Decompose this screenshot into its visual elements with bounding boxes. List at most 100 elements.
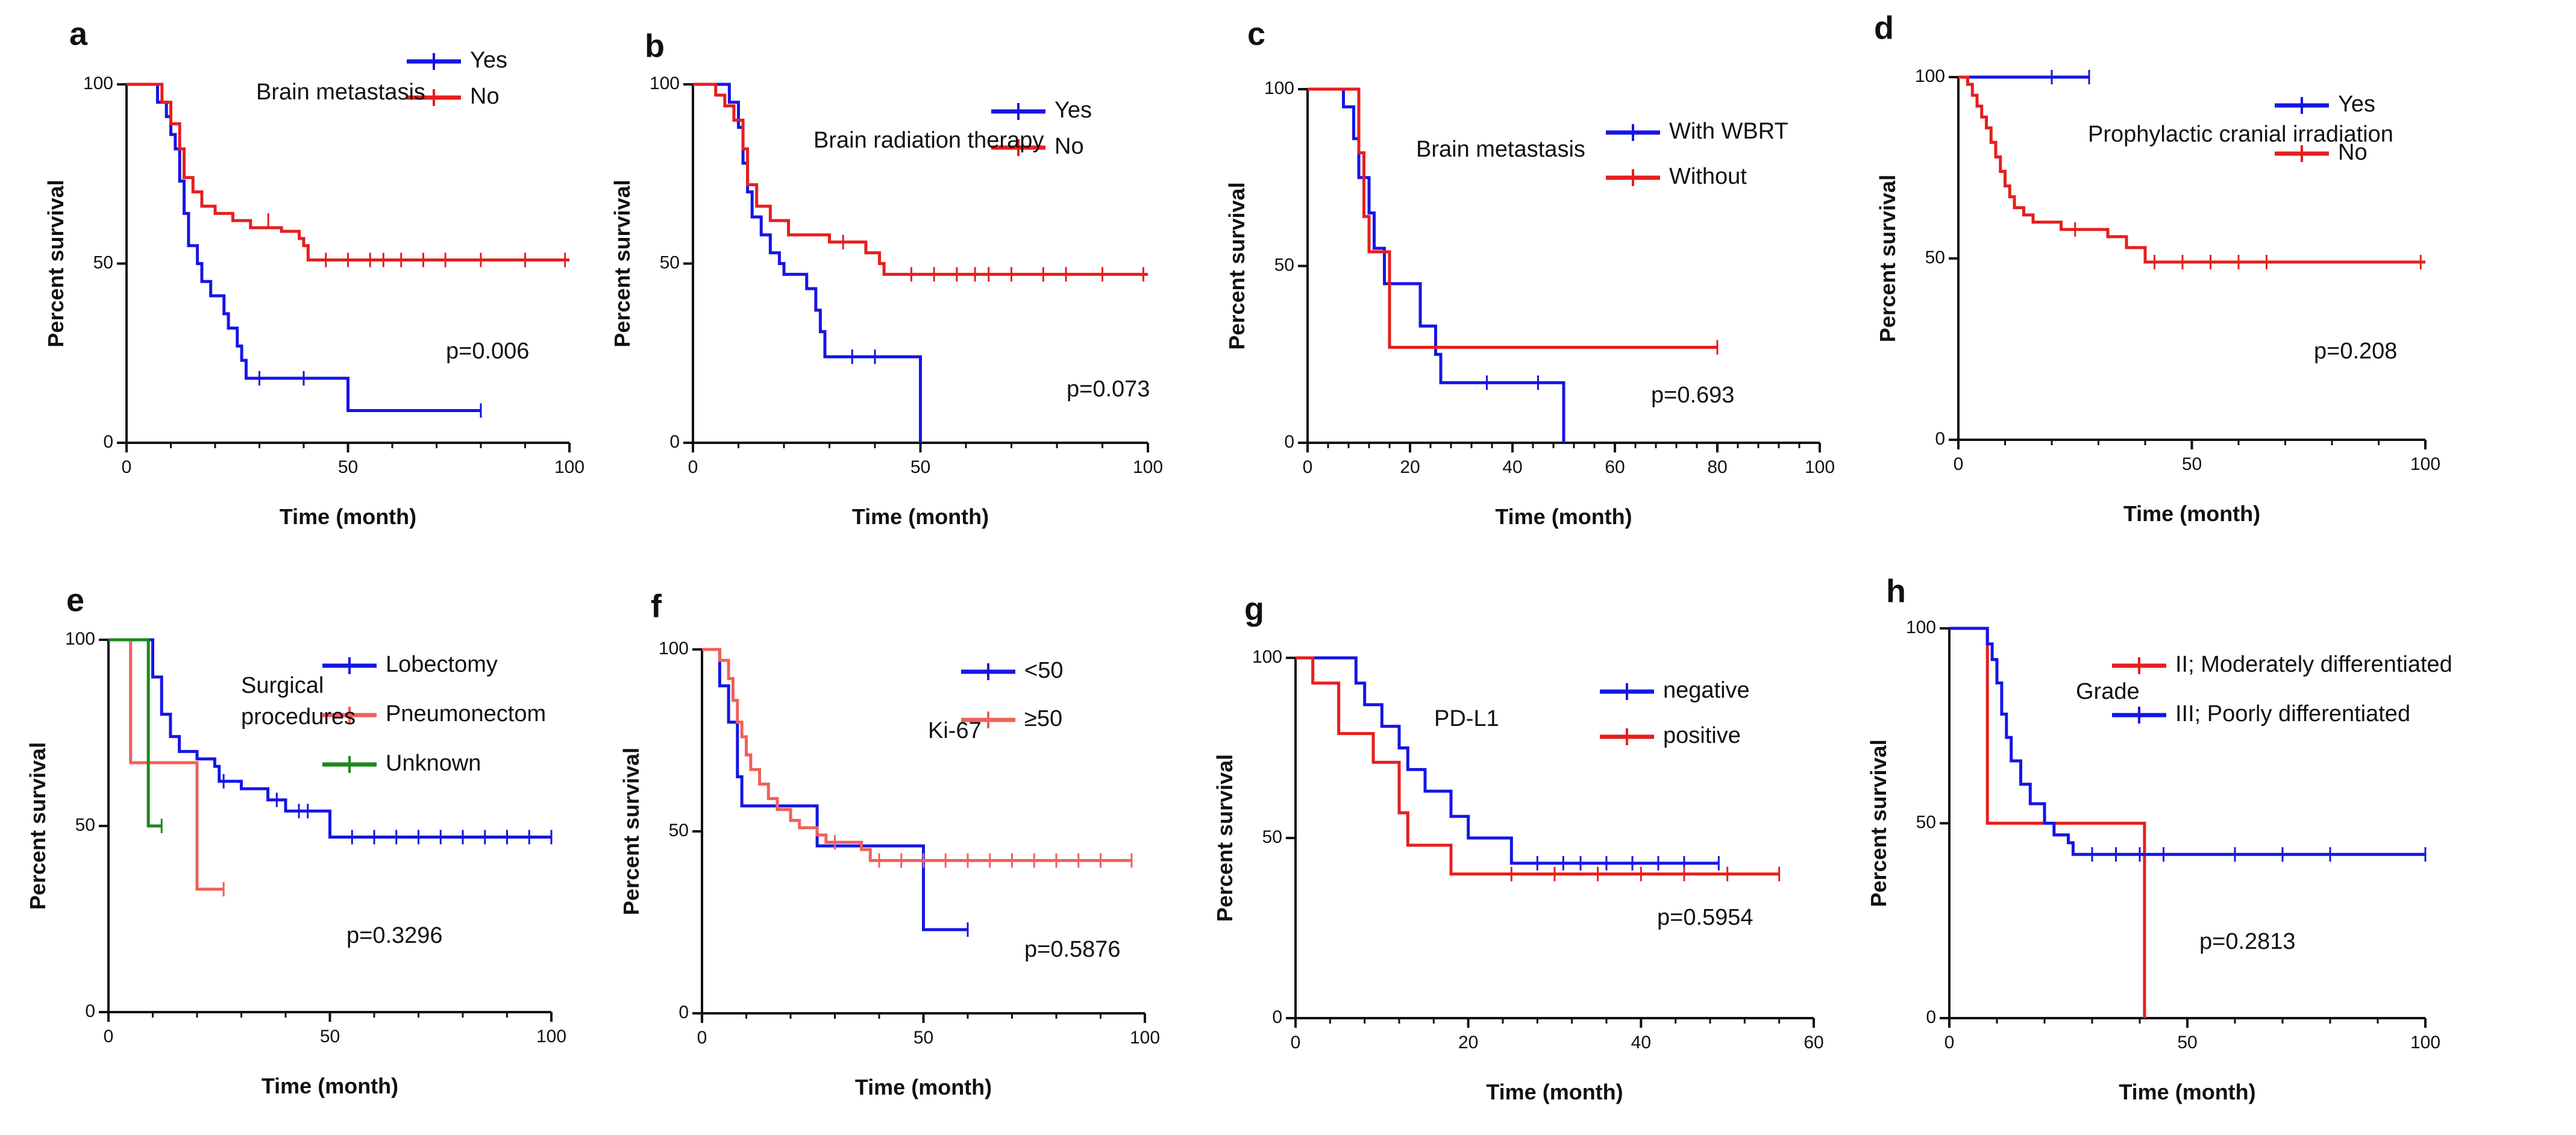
y-tick-label: 50 xyxy=(1925,248,1945,267)
y-tick-label: 50 xyxy=(1262,827,1282,847)
series-line-3 xyxy=(108,638,162,828)
chart-title: PD-L1 xyxy=(1434,706,1499,731)
series-line-2 xyxy=(702,648,1132,862)
chart-panel-d: d 0 50 100 0 50 100 Time (month) Percent surviva… xyxy=(1874,10,2440,526)
panel-letter: d xyxy=(1874,10,1894,46)
y-tick-label: 100 xyxy=(650,73,680,93)
y-axis-title: Percent survival xyxy=(1224,182,1249,349)
series-line-2 xyxy=(1308,87,1717,349)
y-axis-title: Percent survival xyxy=(610,180,635,347)
y-tick-label: 50 xyxy=(1274,255,1294,275)
y-axis-title: Percent survival xyxy=(1212,754,1237,922)
y-axis-title: Percent survival xyxy=(1866,739,1891,907)
y-tick-label: 50 xyxy=(93,252,113,272)
chart-panel-f: f 0 50 100 0 50 100 Time (month) Percent surviva… xyxy=(619,588,1160,1099)
legend-label: Yes xyxy=(1055,98,1092,123)
y-tick-label: 100 xyxy=(1252,647,1282,667)
x-tick-label: 0 xyxy=(1945,1033,1955,1052)
panel-letter: g xyxy=(1244,591,1264,627)
legend-label: Pneumonectom xyxy=(386,701,546,727)
legend-label: positive xyxy=(1663,723,1741,748)
y-axis-title: Percent survival xyxy=(25,742,50,910)
legend-label: Without xyxy=(1669,164,1747,189)
legend-label: II; Moderately differentiated xyxy=(2175,652,2452,677)
panel-letter: h xyxy=(1886,573,1906,609)
x-axis-title: Time (month) xyxy=(2123,501,2260,526)
x-axis-title: Time (month) xyxy=(855,1075,992,1099)
chart-panel-a: a 0 50 100 0 50 100 Time (month) Percent surviva… xyxy=(43,16,584,529)
x-tick-label: 60 xyxy=(1605,457,1625,477)
p-value: p=0.006 xyxy=(446,339,529,364)
chart-panel-c: c 0 50 100 0 20 40 60 80 100 Time (month) Percent s… xyxy=(1224,16,1835,529)
x-tick-label: 0 xyxy=(697,1028,707,1048)
y-tick-label: 0 xyxy=(678,1002,689,1022)
chart-panel-g: g 0 50 100 0 20 40 60 Time (month) Percent surviv… xyxy=(1212,591,1824,1104)
x-tick-label: 100 xyxy=(554,457,584,477)
x-tick-label: 60 xyxy=(1804,1033,1823,1052)
chart-panel-b: b 0 50 100 0 50 100 Time (month) Percent surviva… xyxy=(610,28,1163,529)
y-tick-label: 50 xyxy=(660,252,680,272)
x-axis-title: Time (month) xyxy=(262,1074,398,1098)
x-tick-label: 50 xyxy=(338,457,358,477)
legend-label: No xyxy=(1055,134,1084,159)
y-tick-label: 100 xyxy=(659,639,689,658)
series-line-1 xyxy=(693,83,922,443)
legend-label: Lobectomy xyxy=(386,652,498,677)
x-tick-label: 50 xyxy=(914,1028,933,1048)
p-value: p=0.693 xyxy=(1651,383,1734,408)
x-tick-label: 0 xyxy=(1291,1033,1301,1052)
legend-label: Unknown xyxy=(386,751,481,776)
y-tick-label: 50 xyxy=(75,815,95,835)
y-axis-title: Percent survival xyxy=(1875,175,1900,342)
legend-label: With WBRT xyxy=(1669,119,1788,144)
panel-letter: b xyxy=(645,28,665,64)
y-tick-label: 0 xyxy=(1935,429,1945,449)
p-value: p=0.3296 xyxy=(346,923,443,948)
x-tick-label: 100 xyxy=(2410,1033,2440,1052)
x-tick-label: 50 xyxy=(320,1027,340,1046)
y-tick-label: 0 xyxy=(669,432,680,452)
y-tick-label: 0 xyxy=(103,432,113,452)
series-line-1 xyxy=(1308,87,1565,443)
x-tick-label: 0 xyxy=(122,457,132,477)
y-tick-label: 0 xyxy=(1926,1007,1936,1027)
x-tick-label: 40 xyxy=(1502,457,1522,477)
x-axis-title: Time (month) xyxy=(2119,1080,2255,1104)
p-value: p=0.5954 xyxy=(1657,905,1753,930)
chart-title: Surgical xyxy=(241,673,324,698)
x-tick-label: 0 xyxy=(1303,457,1313,477)
chart-panel-h: h 0 50 100 0 50 100 Time (month) Percent surviva… xyxy=(1866,573,2452,1104)
chart-panel-e: e 0 50 100 0 50 100 Time (month) Percent surviva… xyxy=(25,582,566,1098)
chart-title: procedures xyxy=(241,704,356,730)
legend-label: Yes xyxy=(470,48,507,73)
series-line-1 xyxy=(108,638,551,839)
x-tick-label: 20 xyxy=(1400,457,1420,477)
legend-label: <50 xyxy=(1024,658,1063,683)
panel-letter: c xyxy=(1247,16,1265,52)
p-value: p=0.073 xyxy=(1067,377,1150,402)
y-tick-label: 100 xyxy=(1906,618,1936,637)
legend-label: No xyxy=(2338,140,2368,165)
panel-letter: e xyxy=(66,582,84,618)
y-tick-label: 100 xyxy=(1264,78,1294,98)
series-line-2 xyxy=(1958,75,2425,264)
y-axis-title: Percent survival xyxy=(619,748,644,915)
y-tick-label: 0 xyxy=(1272,1007,1282,1027)
chart-title: Ki-67 xyxy=(928,718,982,743)
x-tick-label: 0 xyxy=(1954,454,1964,474)
x-tick-label: 100 xyxy=(536,1027,566,1046)
panel-letter: a xyxy=(69,16,88,52)
x-tick-label: 50 xyxy=(2177,1033,2197,1052)
chart-title: Brain metastasis xyxy=(256,80,425,105)
panel-letter: f xyxy=(651,588,662,624)
y-tick-label: 100 xyxy=(1915,66,1945,86)
x-axis-title: Time (month) xyxy=(280,504,416,529)
y-tick-label: 50 xyxy=(669,821,689,840)
x-tick-label: 100 xyxy=(1130,1028,1160,1048)
y-tick-label: 0 xyxy=(1284,432,1294,452)
x-tick-label: 20 xyxy=(1458,1033,1478,1052)
series-line-2 xyxy=(127,83,569,262)
x-tick-label: 100 xyxy=(2410,454,2440,474)
